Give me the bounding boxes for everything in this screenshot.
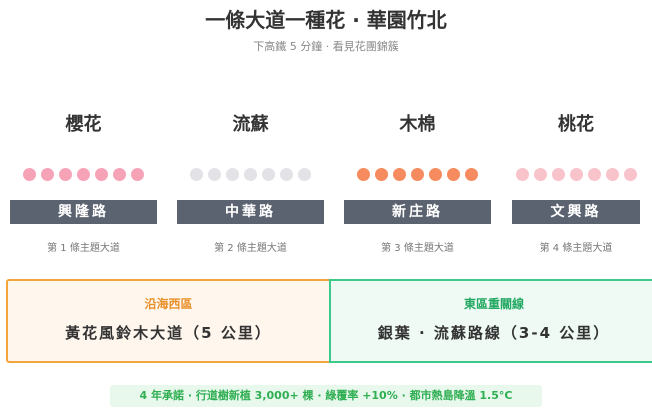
flower-name: 桃花 — [558, 114, 594, 135]
zone-west: 沿海西區 黃花風鈴木大道（5 公里） — [6, 279, 331, 363]
road-label: 文興路 — [512, 200, 640, 224]
flower-dot — [411, 168, 424, 181]
flower-dot — [280, 168, 293, 181]
route: 銀葉 · 流蘇路線（3-4 公里） — [377, 324, 611, 342]
caption: 第 3 條主題大道 — [381, 243, 454, 254]
caption: 第 2 條主題大道 — [214, 243, 287, 254]
region: 東區重關線 — [463, 297, 524, 311]
flower-dot — [587, 168, 601, 181]
flower-dot — [551, 168, 565, 181]
flower-dot — [569, 168, 583, 181]
flower-name: 木棉 — [399, 114, 436, 135]
flower-dot — [23, 168, 36, 181]
dot-row — [177, 168, 324, 188]
caption: 第 1 條主題大道 — [47, 243, 120, 254]
road-label: 中華路 — [177, 200, 324, 224]
flower-dot — [244, 168, 257, 181]
dot-row — [344, 168, 491, 188]
dot-row — [512, 168, 640, 188]
flower-dot — [515, 168, 529, 181]
flower-dot — [77, 168, 90, 181]
flower-dot — [95, 168, 108, 181]
column: 木棉新庄路第 3 條主題大道 — [344, 110, 491, 254]
flower-dot — [429, 168, 442, 181]
flower-dot — [357, 168, 370, 181]
column: 櫻花興隆路第 1 條主題大道 — [10, 110, 157, 254]
flower-dot — [298, 168, 311, 181]
flower-dot — [208, 168, 221, 181]
flower-dot — [59, 168, 72, 181]
flower-name: 櫻花 — [65, 114, 102, 135]
flower-dot — [465, 168, 478, 181]
region: 沿海西區 — [144, 297, 193, 311]
column: 桃花文興路第 4 條主題大道 — [512, 110, 640, 254]
flower-dot — [393, 168, 406, 181]
zone-east: 東區重關線 銀葉 · 流蘇路線（3-4 公里） — [329, 279, 652, 363]
caption: 第 4 條主題大道 — [539, 243, 613, 254]
title: 一條大道一種花 · 華園竹北 — [205, 8, 447, 32]
flower-dot — [605, 168, 619, 181]
road-label: 興隆路 — [10, 200, 157, 224]
dot-row — [10, 168, 157, 188]
road-label: 新庄路 — [344, 200, 491, 224]
flower-dot — [113, 168, 126, 181]
flower-dot — [41, 168, 54, 181]
flower-name: 流蘇 — [232, 114, 269, 135]
footer: 4 年承諾 · 行道樹新植 3,000+ 棵 · 綠覆率 +10% · 都市熱島… — [110, 385, 542, 407]
flower-dot — [533, 168, 547, 181]
flower-dot — [131, 168, 144, 181]
flower-dot — [375, 168, 388, 181]
route: 黃花風鈴木大道（5 公里） — [65, 324, 272, 342]
flower-dot — [447, 168, 460, 181]
flower-dot — [226, 168, 239, 181]
subtitle: 下高鐵 5 分鐘 · 看見花團錦簇 — [253, 40, 399, 53]
column: 流蘇中華路第 2 條主題大道 — [177, 110, 324, 254]
flower-dot — [190, 168, 203, 181]
flower-dot — [623, 168, 637, 181]
flower-dot — [262, 168, 275, 181]
